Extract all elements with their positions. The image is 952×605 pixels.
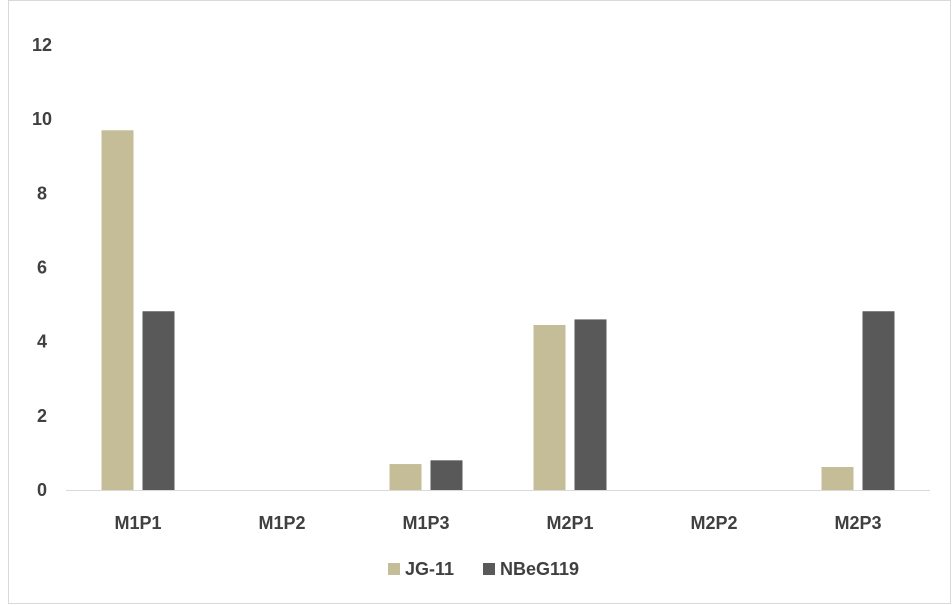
bar-nbeg119-m2p3	[862, 311, 895, 490]
y-tick-label: 6	[37, 258, 47, 278]
y-tick-label: 8	[37, 183, 47, 203]
legend-swatch-nbeg119	[483, 563, 495, 575]
x-tick-label-m1p1: M1P1	[114, 513, 161, 533]
bar-jg-11-m1p1	[101, 130, 134, 490]
bar-nbeg119-m1p3	[430, 460, 463, 490]
bar-jg-11-m1p3	[389, 464, 422, 490]
bar-jg-11-m2p1	[533, 324, 566, 490]
legend-swatch-jg-11	[388, 563, 400, 575]
x-tick-label-m2p1: M2P1	[546, 513, 593, 533]
y-tick-label: 2	[37, 406, 47, 426]
y-axis-tick-labels: 0 2 4 6 8 10 12	[32, 35, 52, 500]
y-tick-label: 4	[37, 332, 47, 352]
bar-marks	[101, 130, 895, 490]
chart-border	[8, 0, 951, 604]
y-tick-label: 0	[37, 480, 47, 500]
y-tick-label: 12	[32, 35, 52, 55]
x-tick-label-m2p2: M2P2	[690, 513, 737, 533]
x-axis-tick-labels: M1P1 M1P2 M1P3 M2P1 M2P2 M2P3	[114, 513, 881, 533]
y-tick-label: 10	[32, 109, 52, 129]
x-tick-label-m1p2: M1P2	[258, 513, 305, 533]
x-tick-label-m1p3: M1P3	[402, 513, 449, 533]
bar-nbeg119-m2p1	[574, 319, 607, 490]
bar-jg-11-m2p3	[821, 467, 854, 490]
bar-nbeg119-m1p1	[142, 311, 175, 490]
legend: JG-11 NBeG119	[388, 559, 579, 579]
x-tick-label-m2p3: M2P3	[834, 513, 881, 533]
legend-label-nbeg119: NBeG119	[500, 559, 579, 579]
legend-label-jg-11: JG-11	[405, 559, 454, 579]
